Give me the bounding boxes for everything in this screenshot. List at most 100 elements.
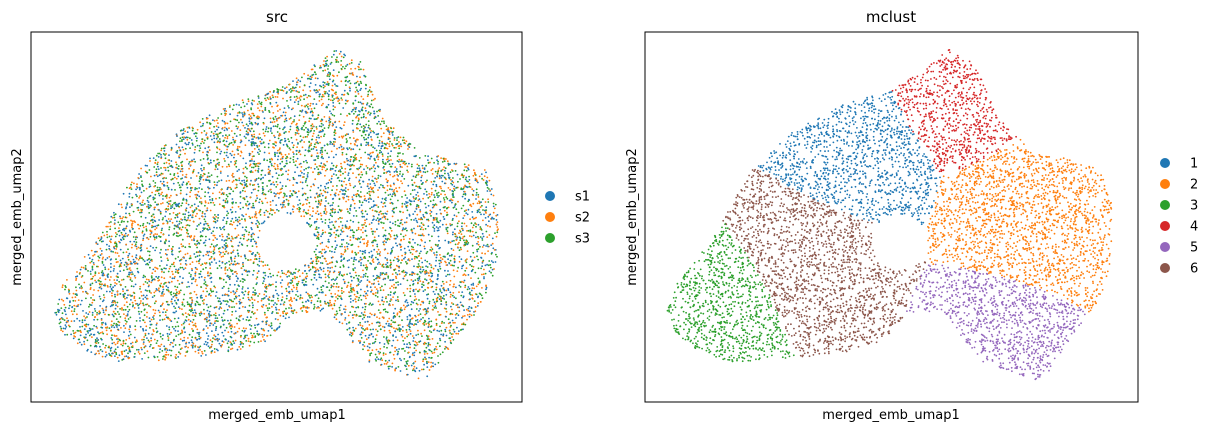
- scatter-point: [276, 192, 279, 195]
- scatter-point: [322, 165, 324, 168]
- scatter-point: [309, 262, 312, 265]
- scatter-point: [329, 228, 332, 231]
- scatter-point: [253, 133, 256, 136]
- scatter-point: [170, 205, 172, 207]
- scatter-point: [130, 219, 132, 222]
- scatter-point: [284, 317, 287, 320]
- scatter-point: [246, 200, 249, 203]
- scatter-point: [278, 174, 280, 177]
- scatter-point: [490, 193, 493, 196]
- scatter-point: [451, 308, 453, 311]
- scatter-point: [422, 358, 425, 361]
- scatter-point: [279, 303, 282, 306]
- scatter-point: [154, 193, 157, 196]
- scatter-point: [261, 320, 264, 323]
- scatter-point: [391, 279, 394, 281]
- scatter-point: [161, 338, 164, 340]
- scatter-point: [115, 353, 118, 356]
- scatter-point: [318, 291, 321, 294]
- scatter-point: [301, 297, 304, 299]
- scatter-point: [154, 266, 157, 269]
- scatter-point: [403, 257, 405, 260]
- scatter-point: [439, 313, 442, 316]
- scatter-point: [302, 306, 305, 309]
- scatter-point: [345, 84, 347, 86]
- scatter-point: [187, 281, 190, 283]
- scatter-point: [203, 167, 205, 169]
- scatter-point: [325, 200, 327, 202]
- scatter-point: [462, 217, 465, 220]
- scatter-point: [248, 120, 251, 123]
- scatter-point: [430, 250, 433, 252]
- scatter-point: [105, 225, 108, 228]
- scatter-point: [363, 74, 366, 77]
- scatter-point: [361, 108, 363, 111]
- scatter-point: [123, 313, 125, 315]
- scatter-point: [133, 240, 136, 243]
- scatter-point: [229, 120, 232, 123]
- scatter-point: [268, 268, 271, 271]
- scatter-point: [258, 260, 261, 263]
- scatter-point: [383, 329, 386, 332]
- scatter-point: [242, 297, 245, 299]
- scatter-point: [308, 77, 310, 80]
- scatter-point: [196, 144, 199, 147]
- scatter-point: [306, 106, 309, 108]
- scatter-point: [179, 149, 182, 152]
- scatter-point: [416, 185, 419, 188]
- scatter-point: [189, 214, 192, 217]
- scatter-point: [417, 377, 420, 380]
- scatter-point: [377, 174, 380, 177]
- scatter-point: [231, 306, 233, 309]
- scatter-point: [389, 287, 391, 290]
- scatter-point: [484, 217, 487, 219]
- scatter-point: [386, 301, 388, 303]
- scatter-point: [384, 308, 386, 311]
- scatter-point: [316, 235, 319, 238]
- scatter-point: [178, 343, 181, 346]
- scatter-point: [201, 300, 204, 302]
- scatter-point: [423, 363, 425, 366]
- scatter-point: [313, 250, 316, 253]
- scatter-point: [315, 127, 318, 130]
- scatter-point: [182, 322, 185, 325]
- scatter-point: [351, 119, 354, 122]
- scatter-point: [194, 256, 197, 258]
- scatter-point: [359, 101, 362, 104]
- scatter-point: [167, 270, 170, 273]
- scatter-point: [323, 65, 326, 68]
- scatter-point: [206, 338, 209, 340]
- scatter-point: [362, 226, 364, 229]
- scatter-point: [390, 298, 393, 301]
- scatter-point: [211, 138, 213, 141]
- scatter-point: [475, 198, 477, 200]
- scatter-point: [321, 153, 323, 156]
- scatter-point: [113, 265, 116, 267]
- scatter-point: [276, 152, 278, 154]
- scatter-point: [443, 190, 445, 193]
- scatter-point: [161, 218, 164, 221]
- scatter-point: [130, 285, 133, 288]
- scatter-point: [254, 289, 256, 291]
- scatter-point: [232, 300, 235, 303]
- scatter-point: [132, 258, 135, 261]
- scatter-point: [212, 290, 215, 293]
- scatter-point: [400, 249, 402, 251]
- scatter-point: [413, 265, 415, 268]
- scatter-point: [352, 236, 355, 239]
- scatter-point: [261, 222, 263, 225]
- scatter-point: [381, 265, 384, 268]
- scatter-point: [438, 295, 441, 298]
- scatter-point: [150, 292, 153, 294]
- scatter-point: [118, 234, 121, 237]
- scatter-point: [238, 111, 241, 114]
- scatter-point: [163, 144, 166, 147]
- scatter-point: [313, 167, 316, 170]
- scatter-point: [348, 79, 351, 82]
- scatter-point: [188, 285, 191, 288]
- scatter-point: [468, 315, 471, 318]
- scatter-point: [207, 306, 210, 309]
- scatter-point: [248, 231, 251, 234]
- scatter-point: [454, 313, 457, 316]
- scatter-point: [472, 174, 475, 177]
